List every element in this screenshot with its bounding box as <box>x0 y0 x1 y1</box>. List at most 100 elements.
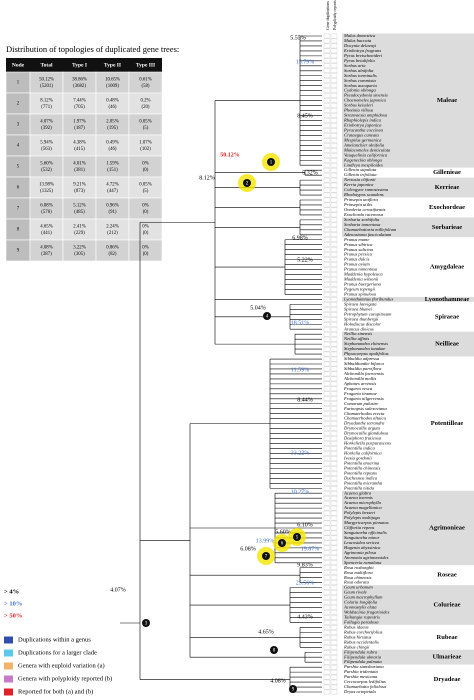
status-box <box>323 664 331 670</box>
status-box <box>330 58 338 64</box>
species-name: Agrimonia pilosa <box>343 550 377 555</box>
status-box <box>323 515 331 521</box>
node-label: 4.65% <box>258 629 274 635</box>
tribe-name: Potentilleae <box>431 420 464 427</box>
species-name: Margyricarpus pinnatus <box>343 520 389 525</box>
species-name: Neillia sinensis <box>343 331 372 336</box>
status-box <box>330 630 338 635</box>
species-name: Rubus occidentalis <box>343 639 379 644</box>
species-name: Drymocallis arguta <box>343 426 381 431</box>
species-name: Prinsepia uniflora <box>343 197 379 202</box>
status-box <box>323 530 331 536</box>
status-box <box>323 654 331 660</box>
status-box <box>323 595 331 600</box>
status-box <box>330 192 338 198</box>
status-box <box>323 307 331 312</box>
status-box <box>330 456 338 461</box>
species-name: Prunus salicina <box>343 247 374 252</box>
legend-swatch <box>4 636 13 644</box>
status-box <box>323 113 331 118</box>
status-box <box>323 456 331 461</box>
status-box <box>330 515 338 521</box>
status-box <box>330 287 338 292</box>
status-box <box>330 247 338 252</box>
node-marker <box>278 539 286 547</box>
status-box <box>323 257 331 262</box>
status-box <box>323 247 331 252</box>
tribe-band <box>342 585 474 625</box>
node-label: 18.51% <box>291 320 310 326</box>
species-name: Pyracantha coccinea <box>343 127 384 132</box>
status-box <box>330 158 338 163</box>
status-box <box>323 212 331 218</box>
status-box <box>330 575 338 580</box>
status-box <box>330 376 338 382</box>
status-box <box>330 674 338 680</box>
table-cell-text: 5.94% (563) <box>40 141 52 153</box>
species-name: Cydonia oblonga <box>344 88 376 93</box>
species-name: Malus domestica <box>343 33 376 38</box>
table-cell-text: 0.49% (46) <box>106 141 118 153</box>
tribe-band <box>342 296 474 302</box>
status-box <box>330 63 338 69</box>
status-box <box>323 640 331 645</box>
status-box <box>323 486 331 491</box>
table-cell-text: 0% (0) <box>142 204 148 216</box>
status-box <box>330 386 338 392</box>
status-box <box>330 341 338 347</box>
status-box <box>323 48 331 54</box>
status-box <box>323 103 331 108</box>
status-box <box>323 570 331 575</box>
species-name: Neillia affinis <box>343 336 369 341</box>
species-name: Aphanes arvensis <box>343 381 376 386</box>
node-label: 4.08% <box>270 678 286 684</box>
status-box <box>330 242 338 247</box>
table-header: Type I <box>72 62 87 68</box>
status-box <box>323 441 331 446</box>
table-cell-text: 0.86% (82) <box>106 246 118 258</box>
status-box <box>323 73 331 78</box>
species-name: Potentilla chinensis <box>343 465 381 470</box>
threshold-label: > 50% <box>4 612 22 619</box>
status-box <box>330 366 338 372</box>
species-name: Rosa chinensis <box>343 575 372 580</box>
table-cell-text: 0.05% (5) <box>139 120 151 132</box>
species-name: Prunus persica <box>343 252 373 257</box>
species-name: Waldsteinia fragarioides <box>344 610 390 615</box>
table-cell-text: 3 <box>17 123 20 128</box>
status-box <box>323 396 331 402</box>
status-box <box>330 361 338 367</box>
status-box <box>330 351 338 357</box>
node-marker <box>293 533 301 541</box>
status-box <box>330 202 338 208</box>
species-name: Taihangia rupestris <box>344 615 380 620</box>
status-box <box>330 555 338 561</box>
table-cell-text: 7 <box>17 207 20 212</box>
status-box <box>323 237 331 242</box>
species-name: Geum macrophyllum <box>344 595 383 600</box>
species-name: Chamaebatia foliolosa <box>344 684 387 689</box>
legend-swatch <box>4 675 13 683</box>
status-box <box>323 585 331 590</box>
status-box <box>323 481 331 486</box>
legend-label: Genera with polyploidy reported (b) <box>18 675 112 682</box>
species-name: Filipendula ulmaria <box>343 654 382 659</box>
status-box <box>323 645 331 650</box>
node-marker <box>263 312 271 320</box>
species-name: Filipendula rubra <box>343 649 378 654</box>
species-name: Sanguisorba officinalis <box>344 530 387 535</box>
species-name: Leucosidea sericea <box>343 540 380 545</box>
status-box <box>330 520 338 526</box>
status-box <box>330 187 338 193</box>
status-box <box>330 451 338 456</box>
status-box <box>330 620 338 625</box>
status-box <box>330 689 338 695</box>
species-name: Polylepis besseri <box>343 510 376 515</box>
tribe-name: Rubeae <box>437 634 458 641</box>
status-box <box>330 669 338 675</box>
status-box <box>330 635 338 640</box>
status-box <box>330 336 338 342</box>
tribe-name: Roseae <box>437 572 457 579</box>
status-box <box>330 346 338 352</box>
status-box <box>330 510 338 516</box>
